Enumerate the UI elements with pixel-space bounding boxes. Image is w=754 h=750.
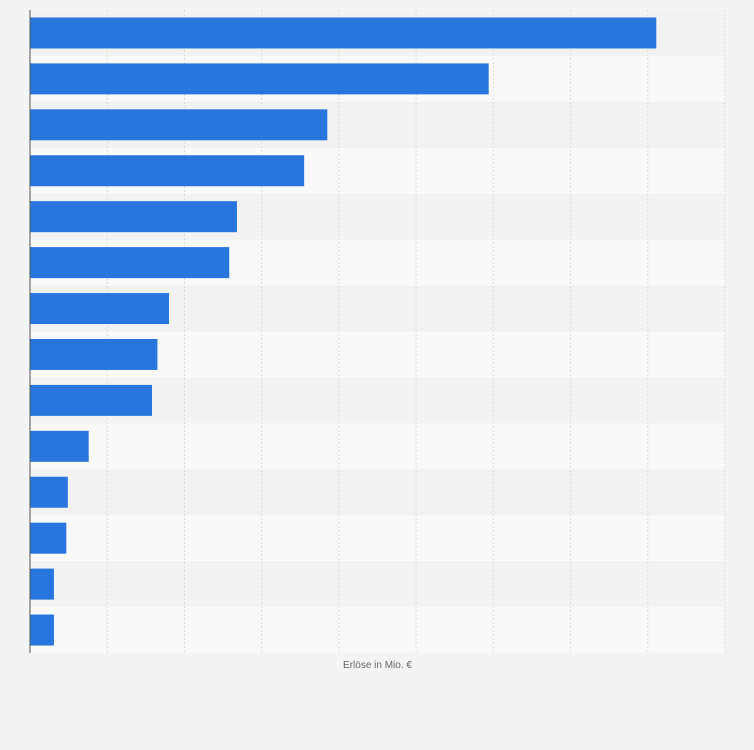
bar[interactable] (30, 293, 169, 325)
x-axis-title: Erlöse in Mio. € (343, 660, 412, 671)
row-bands (30, 10, 725, 653)
bar[interactable] (30, 109, 328, 141)
bar[interactable] (30, 568, 54, 600)
row-band (30, 561, 725, 608)
row-band (30, 515, 725, 562)
bar[interactable] (30, 476, 68, 508)
bar[interactable] (30, 430, 89, 462)
row-band (30, 607, 725, 653)
gridlines (106, 10, 726, 653)
bar[interactable] (30, 522, 67, 554)
bar[interactable] (30, 614, 54, 646)
bar[interactable] (30, 63, 489, 95)
bar[interactable] (30, 201, 237, 233)
bar[interactable] (30, 338, 158, 370)
bars (30, 17, 657, 646)
row-band (30, 469, 725, 516)
row-band (30, 423, 725, 470)
bar[interactable] (30, 17, 657, 49)
bar[interactable] (30, 384, 153, 416)
bar[interactable] (30, 155, 305, 187)
bar[interactable] (30, 247, 230, 279)
